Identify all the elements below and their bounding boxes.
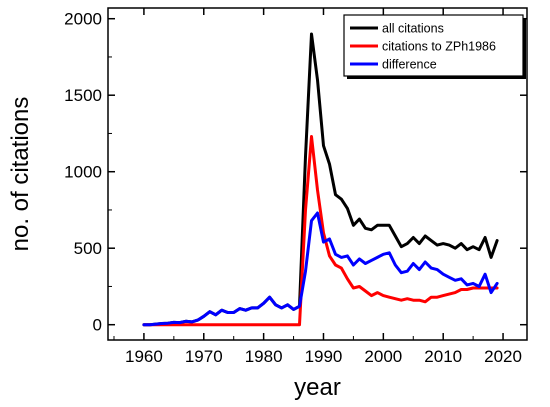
legend-label-1: all citations [382, 22, 444, 36]
y-tick-label: 1500 [64, 86, 102, 105]
y-tick-label: 500 [74, 239, 102, 258]
x-tick-label: 1970 [185, 347, 223, 366]
y-tick-label: 2000 [64, 10, 102, 29]
axes-layer: 1960 1970 1980 1990 2000 2010 2020 0 500 1000 1500… [64, 7, 528, 366]
series-line-2 [142, 135, 499, 327]
y-tick-label: 1000 [64, 163, 102, 182]
series-layer [142, 32, 499, 327]
x-tick-label: 2000 [364, 347, 402, 366]
x-tick-label: 1960 [125, 347, 163, 366]
x-tick-label: 1980 [245, 347, 283, 366]
x-tick-label: 2010 [424, 347, 462, 366]
legend-label-3: difference [382, 58, 437, 72]
x-tick-label: 1990 [305, 347, 343, 366]
x-tick-label: 2020 [484, 347, 522, 366]
y-axis-title: no. of citations [7, 97, 34, 252]
legend-label-2: citations to ZPh1986 [382, 40, 496, 54]
legend: all citations citations to ZPh1986 differe… [343, 14, 526, 79]
x-axis-title: year [294, 374, 341, 401]
plot-frame [107, 7, 528, 341]
series-line-3 [142, 211, 499, 327]
y-tick-label: 0 [93, 316, 102, 335]
